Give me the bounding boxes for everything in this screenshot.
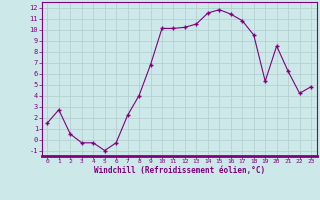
X-axis label: Windchill (Refroidissement éolien,°C): Windchill (Refroidissement éolien,°C) [94, 166, 265, 175]
